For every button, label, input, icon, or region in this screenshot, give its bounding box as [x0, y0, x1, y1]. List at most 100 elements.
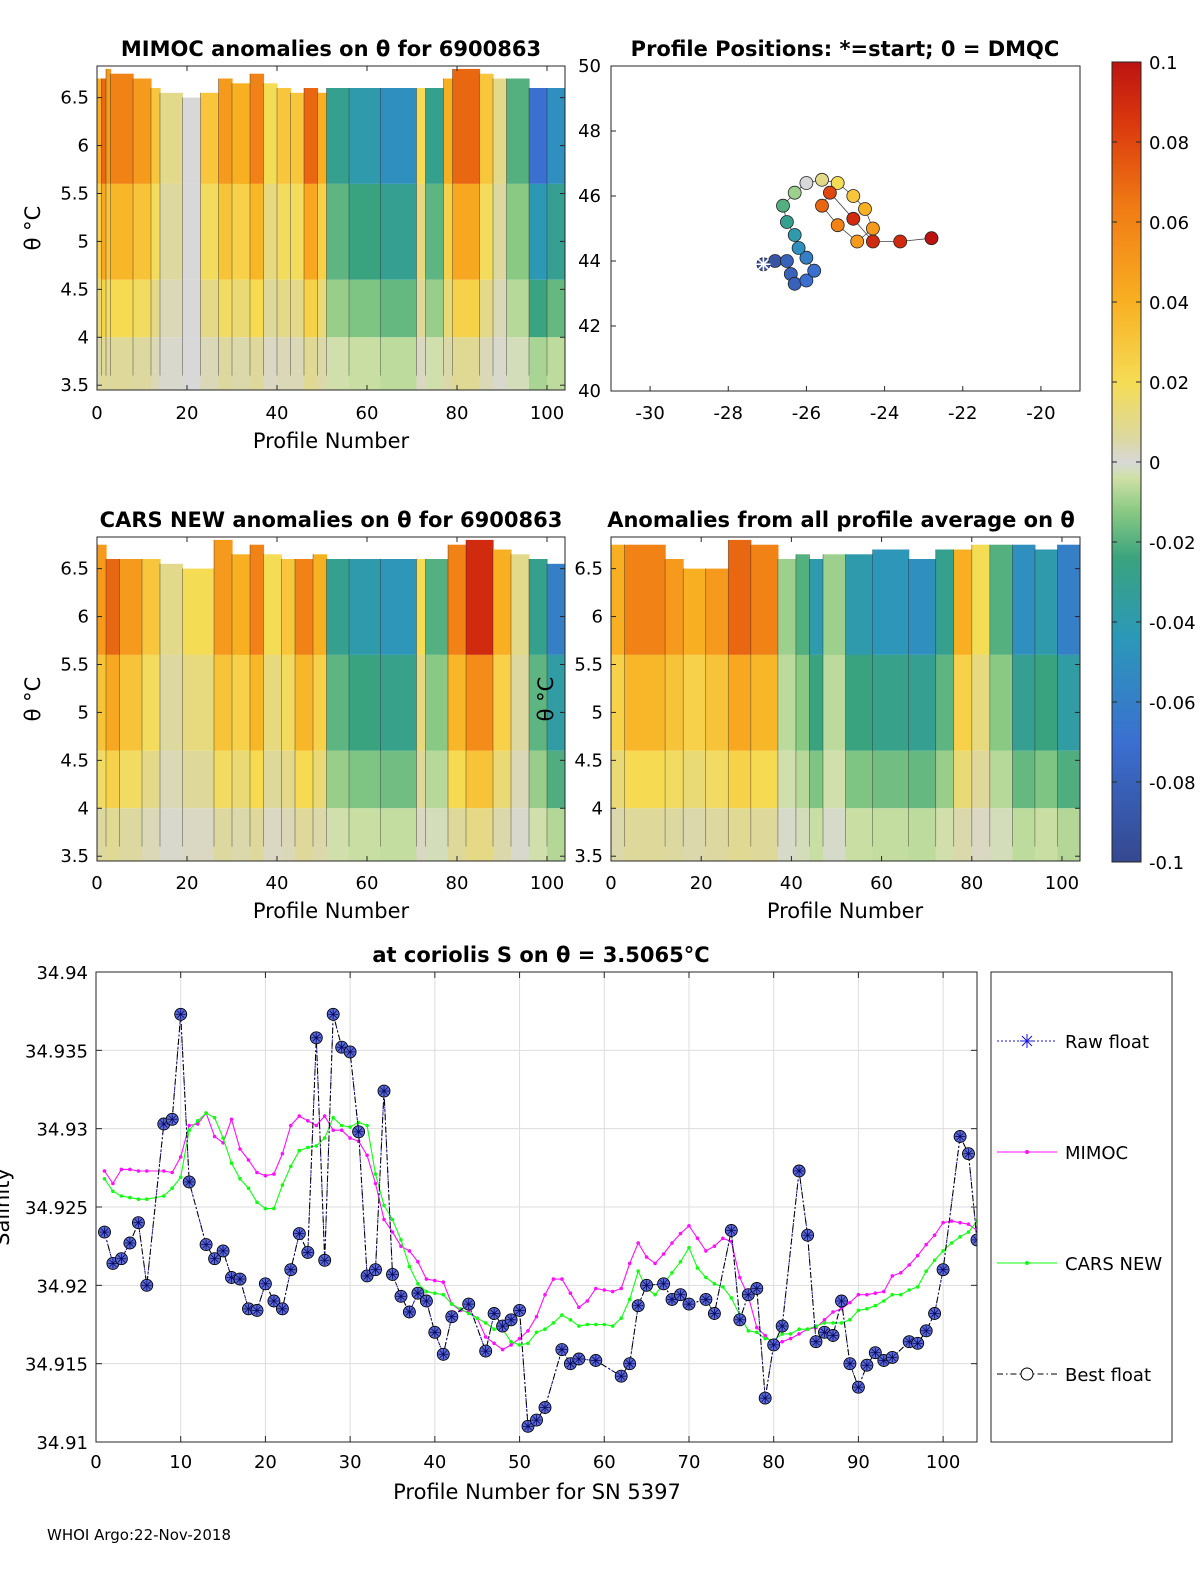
y-tick-label: 6 [78, 136, 89, 157]
mimoc-point [738, 1275, 742, 1280]
best-float-point [199, 1238, 213, 1252]
raw-float-marker [769, 1341, 778, 1349]
cars-title: CARS NEW anomalies on θ for 6900863 [100, 508, 563, 532]
cars-point [755, 1330, 759, 1335]
heatmap-cell [795, 808, 810, 861]
mimoc-point [577, 1305, 581, 1310]
heatmap-cell [425, 183, 445, 280]
cars-point [450, 1302, 454, 1306]
heatmap-cell [493, 279, 508, 338]
x-tick-label: -26 [792, 403, 821, 424]
mimoc-point [543, 1292, 547, 1297]
x-tick-label: 40 [266, 873, 289, 894]
raw-float-marker [397, 1292, 405, 1301]
mimoc-point [407, 1249, 412, 1253]
y-tick-label: 48 [578, 121, 601, 142]
cars-point [670, 1271, 674, 1275]
heatmap-cell [479, 279, 494, 338]
heatmap-cell [989, 750, 1013, 809]
heatmap-cell [750, 750, 779, 809]
heatmap-cell [935, 750, 955, 809]
heatmap-cell [935, 808, 955, 861]
y-tick-label: 50 [578, 56, 601, 77]
profile-position-marker [776, 198, 790, 213]
heatmap-cell [277, 337, 292, 390]
heatmap-cell [119, 750, 143, 809]
avg-ticks: 0 20 40 60 80 100 3.5 4 4.5 5 5.5 6 6.5 [574, 537, 1080, 894]
best-float-point [589, 1354, 603, 1367]
cars-point [331, 1115, 336, 1120]
legend-label: CARS NEW [1065, 1254, 1162, 1275]
cars-point [390, 1217, 395, 1222]
raw-float-marker [575, 1355, 583, 1363]
best-float-point [131, 1216, 145, 1230]
heatmap-cell [425, 559, 449, 655]
mimoc-point [212, 1134, 217, 1139]
raw-float-marker [287, 1265, 295, 1274]
heatmap-cell [416, 750, 427, 809]
heatmap-cell [989, 544, 1013, 655]
heatmap-cell [97, 654, 107, 751]
heatmap-cell [506, 78, 530, 184]
mimoc-point [670, 1241, 674, 1245]
best-float-point [707, 1307, 721, 1320]
colorbar-tick-label: 0.08 [1149, 133, 1189, 154]
raw-float-marker [380, 1087, 388, 1095]
heatmap-cell [214, 750, 233, 809]
mimoc-point [704, 1249, 708, 1253]
heatmap-cell [971, 654, 991, 751]
cars-point [822, 1321, 827, 1325]
heatmap-cell [479, 337, 494, 390]
mimoc-point [382, 1217, 386, 1222]
x-tick-label: 60 [870, 873, 893, 894]
heatmap-cell [101, 78, 107, 184]
heatmap-cell [777, 808, 797, 861]
mimoc-point [899, 1271, 903, 1275]
colorbar-tick-label: 0.02 [1149, 373, 1189, 394]
cars-point [475, 1316, 480, 1320]
mimoc-point [949, 1219, 954, 1223]
heatmap-cell [416, 654, 427, 751]
heatmap-cell [506, 337, 530, 390]
legend-marker [1025, 1261, 1029, 1265]
heatmap-cell [97, 808, 107, 861]
profile-position-marker [768, 254, 782, 268]
heatmap-cell [466, 808, 494, 861]
cars-cells [97, 539, 565, 861]
raw-float-marker [659, 1279, 668, 1288]
mimoc-point [331, 1128, 336, 1132]
heatmap-cell [493, 78, 508, 184]
raw-float-marker [448, 1312, 456, 1321]
heatmap-cell [133, 337, 152, 390]
heatmap-cell [290, 92, 305, 184]
avg-cells [611, 539, 1080, 861]
heatmap-cell [872, 750, 910, 809]
profile-position-marker [807, 263, 822, 278]
raw-float-marker [566, 1359, 575, 1368]
mimoc-point [568, 1291, 573, 1295]
raw-float-marker [414, 1289, 422, 1297]
heatmap-cell [218, 183, 233, 280]
heatmap-cell [304, 337, 319, 390]
raw-float-marker [303, 1248, 312, 1257]
heatmap-cell [547, 808, 565, 861]
heatmap-cell [683, 568, 707, 655]
best-float-point [962, 1147, 975, 1161]
raw-float-marker [642, 1281, 651, 1290]
legend-marker-stroke [1021, 1035, 1033, 1047]
cars-point [289, 1164, 293, 1169]
mimoc-point [695, 1236, 700, 1241]
colorbar-ticks: 0.1 0.08 0.06 0.04 0.02 0 -0.02 -0.04 -0.06 -0.08… [1112, 53, 1196, 874]
raw-float-marker [888, 1353, 897, 1362]
raw-float-marker [939, 1265, 947, 1274]
best-float-point [640, 1278, 654, 1292]
heatmap-cell [151, 183, 161, 280]
raw-float-marker [498, 1322, 507, 1330]
heatmap-cell [160, 279, 184, 338]
best-float-point [487, 1307, 501, 1320]
heatmap-cell [845, 750, 874, 809]
mimoc-point [500, 1347, 505, 1352]
best-float-point [657, 1277, 671, 1291]
mimoc-point [229, 1117, 234, 1122]
heatmap-cell [795, 654, 810, 751]
